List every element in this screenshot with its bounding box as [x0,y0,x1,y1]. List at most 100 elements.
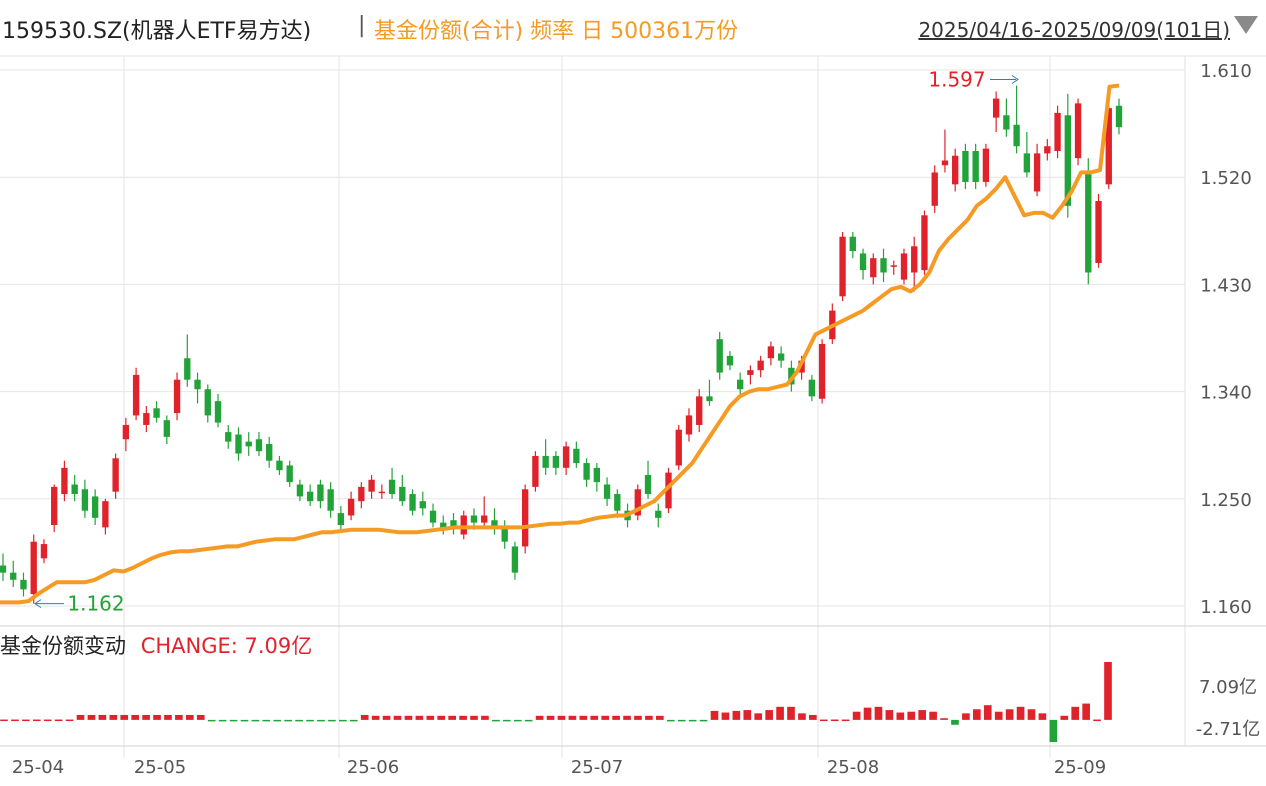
change-bar [415,715,424,720]
change-bar [721,712,730,720]
candle [173,372,181,421]
change-bar [983,705,992,720]
change-bar [317,719,325,722]
candle [399,474,406,506]
candle [81,479,89,518]
candle [573,441,580,468]
candle [112,453,119,499]
security-title: 159530.SZ(机器人ETF易方达) [2,19,312,44]
change-bar [218,719,227,722]
candle [921,210,928,275]
change-bar [251,719,260,722]
date-range-selector[interactable]: 2025/04/16-2025/09/09(101日) [918,18,1230,42]
change-bar [448,715,456,720]
candle [51,484,58,533]
change-bar [524,719,533,722]
change-bar [76,714,85,720]
candle [634,484,641,521]
change-bar [131,714,139,720]
change-bar [863,707,872,720]
change-bar [841,719,850,722]
change-bar [776,706,784,720]
candle [327,482,334,518]
candle [1095,193,1102,268]
y-tick-label: 1.430 [1200,275,1252,296]
candle [890,260,897,275]
change-bar [1082,703,1090,720]
change-bar [929,711,937,720]
change-bar [951,719,959,725]
candle [255,432,263,456]
change-bar [470,715,478,720]
candle [859,248,867,280]
candle [644,460,652,499]
change-bar [994,711,1003,720]
title-separator: | [358,13,366,38]
candle [726,351,734,371]
candle [992,91,1000,132]
change-value: CHANGE: 7.09亿 [140,634,313,658]
min-value-label: 1.162 [67,592,124,616]
candle [40,539,48,564]
candle [286,460,293,487]
candle [767,341,775,366]
candle [521,484,529,554]
change-bar [22,719,30,722]
candle [737,372,744,397]
change-bar [732,710,741,720]
candle [296,479,304,502]
change-bar [1093,719,1101,722]
change-bar [918,710,927,720]
x-tick-label: 25-04 [12,757,64,778]
change-bar [185,714,194,720]
candle [30,534,37,604]
candle [163,415,170,445]
candle [122,417,130,452]
max-value-label: 1.597 [928,67,985,91]
candle [655,503,662,528]
x-tick-label: 25-08 [827,757,879,778]
change-bar [699,719,708,722]
change-bar [11,719,19,722]
change-bar [382,715,391,720]
change-bar [568,715,577,720]
candle [0,553,7,581]
change-bar [1071,706,1080,720]
change-bar [623,715,631,720]
candle [880,248,887,283]
sub-y-tick-label: -2.71亿 [1196,719,1261,740]
x-tick-label: 25-07 [571,757,623,778]
change-bar [273,719,282,722]
change-bar [153,714,161,720]
change-bar [393,715,402,720]
change-bar [612,715,620,720]
candle [71,474,78,502]
candle [1044,139,1051,161]
change-bar [546,715,555,720]
candle [1033,143,1041,197]
change-bar [601,715,610,720]
change-bar [579,715,588,720]
triangle-down-icon[interactable] [1234,16,1258,34]
change-bar [98,714,107,720]
change-bar [65,719,74,722]
y-tick-label: 1.610 [1200,61,1252,82]
change-bar [426,715,435,720]
change-bar [830,719,839,722]
candle [1023,131,1031,178]
candle [931,165,938,213]
change-bar [87,714,96,720]
candle [337,505,345,530]
candle [962,143,969,190]
chart-header: 159530.SZ(机器人ETF易方达) | 基金份额(合计) 频率 日 500… [0,0,1266,56]
change-bar [492,719,500,722]
candle [266,436,273,468]
change-bar [196,714,205,720]
change-bar [1027,709,1036,720]
candle [911,236,918,292]
metric-title: 基金份额(合计) 频率 日 500361万份 [374,19,739,44]
candle [603,477,611,506]
change-bar [284,719,293,722]
x-tick-label: 25-06 [347,757,399,778]
